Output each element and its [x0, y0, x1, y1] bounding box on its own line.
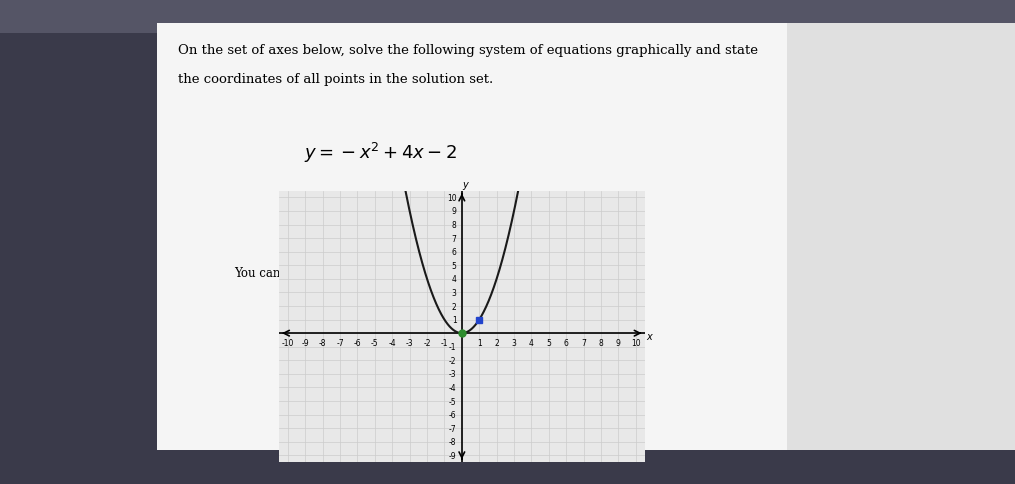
Text: -7: -7: [449, 424, 457, 433]
Text: -10: -10: [281, 338, 294, 347]
Text: $y = -x^2 + 4x - 2$: $y = -x^2 + 4x - 2$: [303, 140, 458, 165]
Text: -5: -5: [371, 338, 379, 347]
Text: -1: -1: [441, 338, 449, 347]
Text: 2: 2: [452, 302, 457, 311]
Text: -4: -4: [449, 383, 457, 392]
Text: 1: 1: [452, 316, 457, 324]
Text: 6: 6: [563, 338, 568, 347]
Text: 9: 9: [452, 207, 457, 216]
Text: -3: -3: [449, 370, 457, 378]
Text: y: y: [463, 180, 468, 190]
Text: -6: -6: [353, 338, 361, 347]
Text: -1: -1: [449, 343, 457, 351]
Text: -4: -4: [389, 338, 396, 347]
Text: On the set of axes below, solve the following system of equations graphically an: On the set of axes below, solve the foll…: [178, 44, 757, 57]
Text: $4x + 2y = 12$: $4x + 2y = 12$: [325, 203, 436, 224]
Text: 9: 9: [616, 338, 621, 347]
Text: 3: 3: [452, 288, 457, 297]
Text: -3: -3: [406, 338, 413, 347]
Text: 10: 10: [631, 338, 640, 347]
Text: 3: 3: [512, 338, 517, 347]
Text: 7: 7: [582, 338, 586, 347]
Text: -5: -5: [449, 397, 457, 406]
Text: Graph the line by clicking twice.: Graph the line by clicking twice.: [284, 295, 477, 308]
Text: -7: -7: [336, 338, 344, 347]
Text: 8: 8: [599, 338, 603, 347]
Text: -6: -6: [449, 410, 457, 419]
Text: 8: 8: [452, 221, 457, 229]
Text: You can move the parabola by dragging the dots.: You can move the parabola by dragging th…: [234, 266, 527, 279]
Text: 7: 7: [452, 234, 457, 243]
Text: 5: 5: [452, 261, 457, 270]
Text: 2: 2: [494, 338, 499, 347]
Text: 4: 4: [452, 275, 457, 284]
Text: x: x: [647, 331, 652, 341]
Text: 5: 5: [546, 338, 551, 347]
Text: -8: -8: [319, 338, 327, 347]
Text: -9: -9: [301, 338, 309, 347]
Text: -2: -2: [449, 356, 457, 365]
Text: 1: 1: [477, 338, 481, 347]
Text: -8: -8: [449, 438, 457, 446]
Text: -2: -2: [423, 338, 430, 347]
Text: -9: -9: [449, 451, 457, 460]
Text: 4: 4: [529, 338, 534, 347]
Text: the coordinates of all points in the solution set.: the coordinates of all points in the sol…: [178, 73, 493, 86]
Text: 10: 10: [447, 194, 457, 202]
Text: 6: 6: [452, 248, 457, 257]
